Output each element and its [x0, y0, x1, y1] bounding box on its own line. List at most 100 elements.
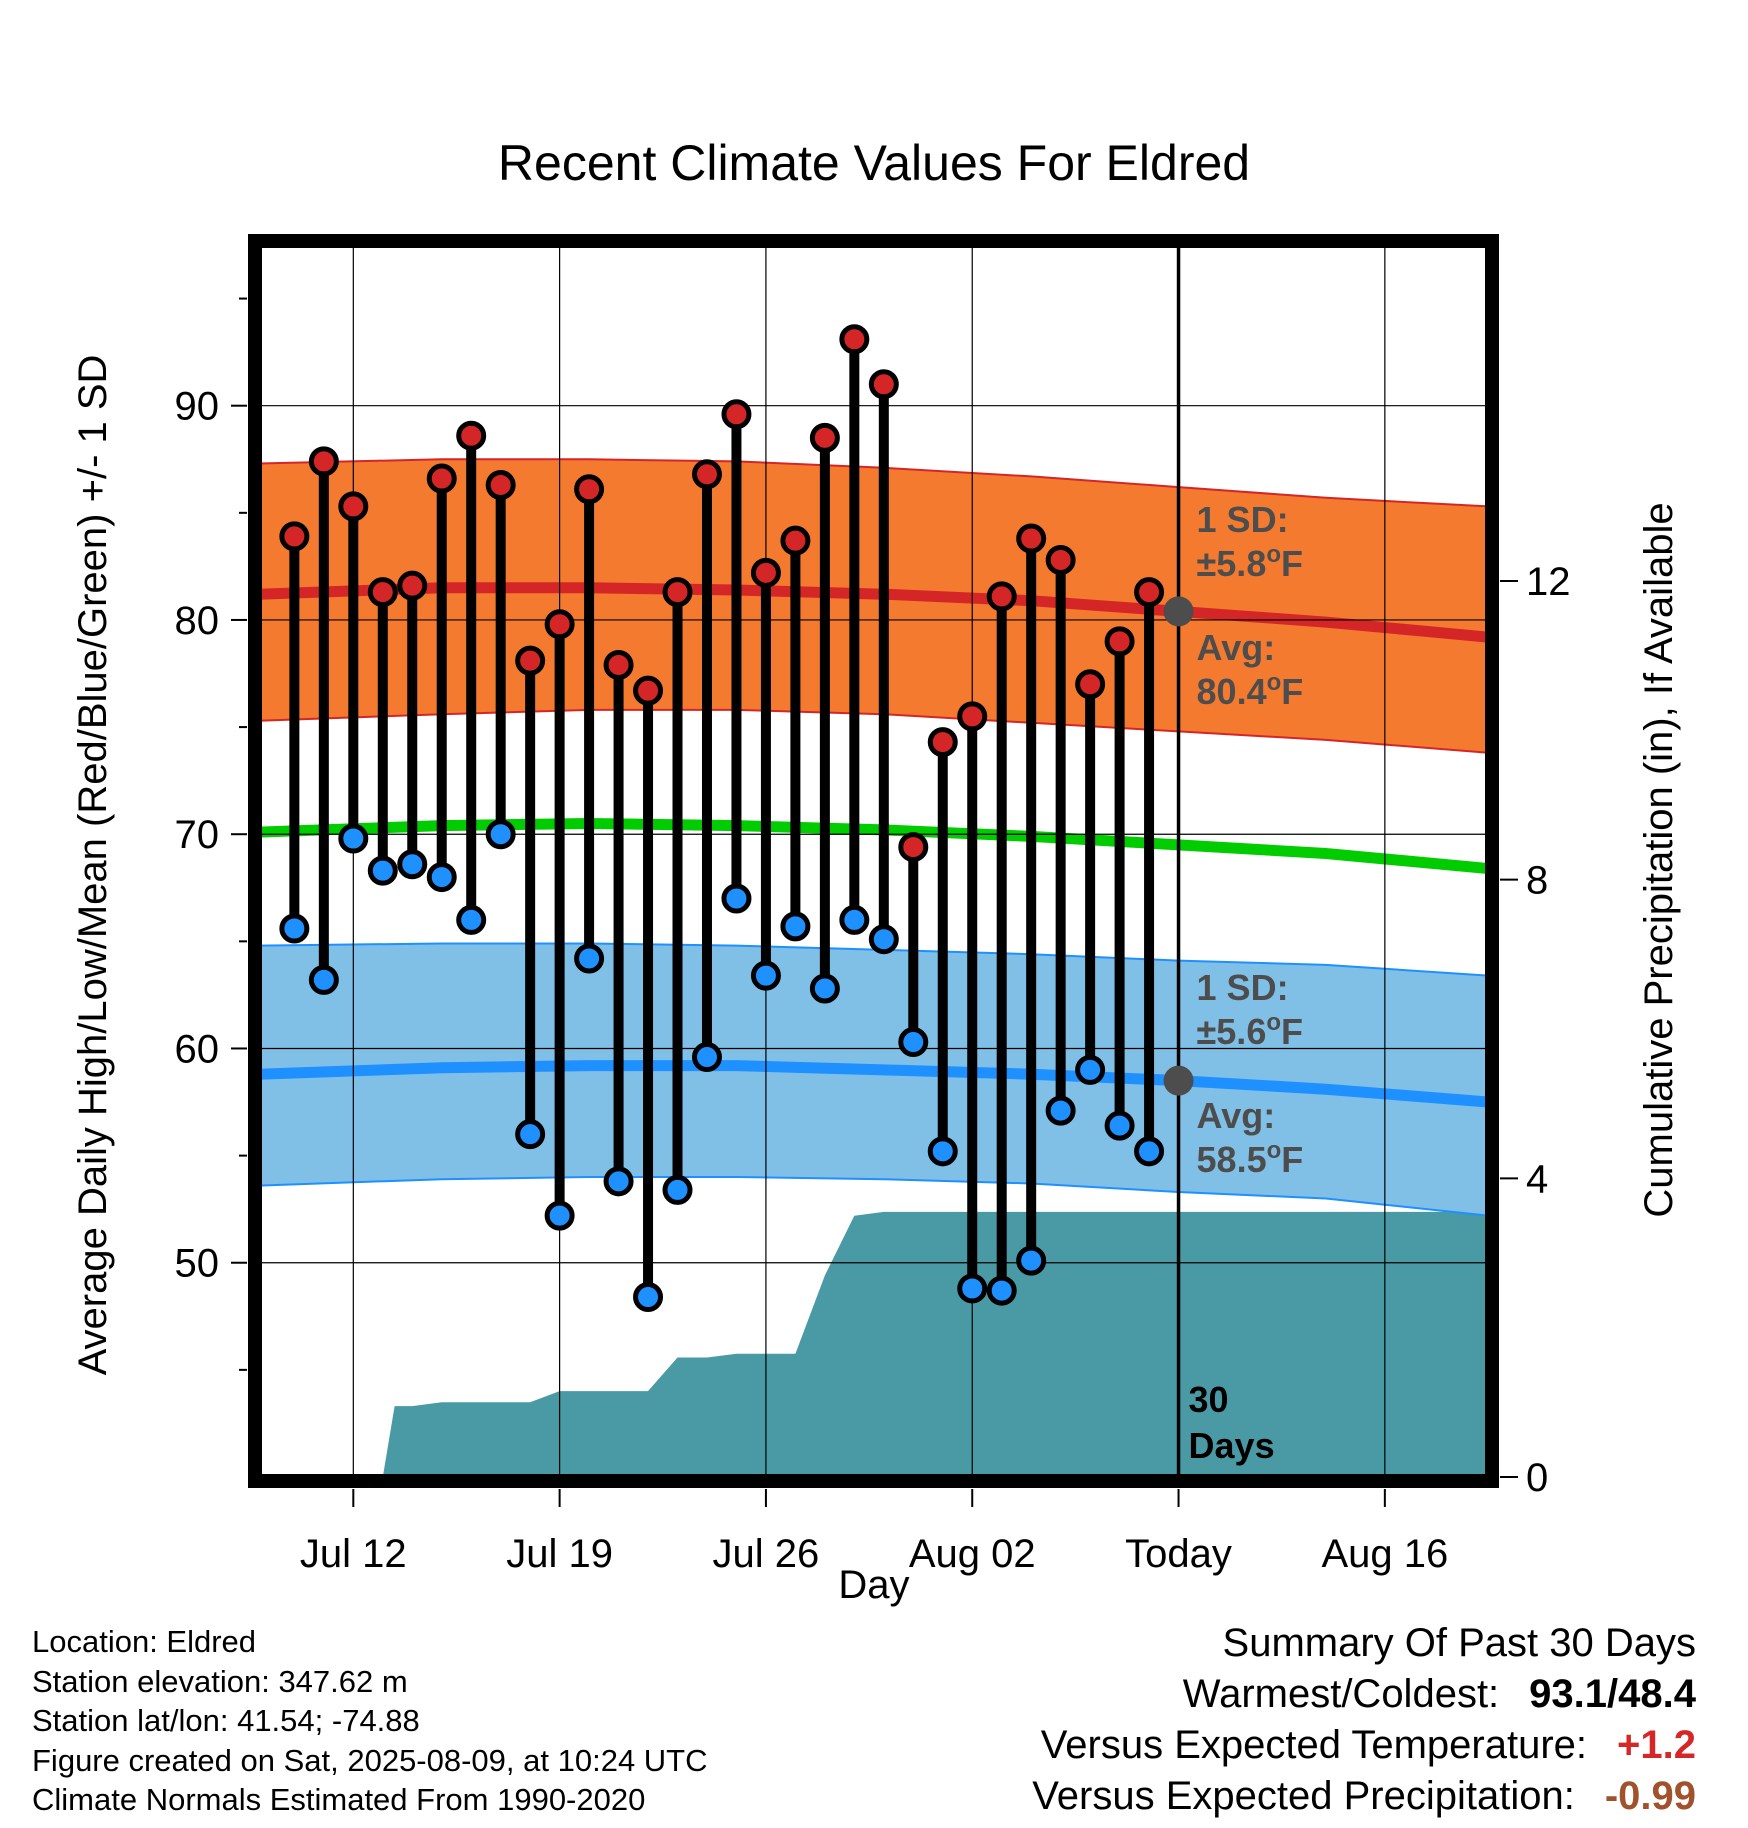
normal-low-band: [259, 942, 1488, 1217]
daily-low-point: [957, 1273, 988, 1304]
x-tick-label: Aug 02: [909, 1532, 1036, 1576]
y-tick-label: 80: [175, 599, 220, 643]
daily-low-point: [367, 855, 398, 886]
days-label: Days: [1189, 1425, 1275, 1466]
high-sd-value: ±5.8oF: [1197, 541, 1303, 584]
daily-high-point: [308, 446, 339, 477]
daily-high-point: [515, 645, 546, 676]
low-sd-value: ±5.6oF: [1197, 1009, 1303, 1052]
precip-value: -0.99: [1604, 1774, 1696, 1818]
summary-temp-row: Versus Expected Temperature: +1.2: [1032, 1720, 1696, 1771]
precip-area: [270, 1211, 1488, 1477]
daily-high-point: [662, 577, 693, 608]
daily-high-point: [691, 459, 722, 490]
daily-low-point: [544, 1200, 575, 1231]
daily-high-point: [927, 727, 958, 758]
created-text: Figure created on Sat, 2025-08-09, at 10…: [32, 1742, 708, 1778]
y2-tick-label: 12: [1526, 560, 1571, 604]
daily-high-point: [1134, 577, 1165, 608]
x-tick-label: Aug 16: [1321, 1532, 1448, 1576]
daily-high-point: [750, 557, 781, 588]
summary-panel: Summary Of Past 30 Days Warmest/Coldest:…: [1032, 1618, 1696, 1822]
daily-high-point: [809, 422, 840, 453]
y-axis-label: Average Daily High/Low/Mean (Red/Blue/Gr…: [71, 355, 115, 1376]
warmest-label: Warmest/Coldest:: [1182, 1672, 1500, 1716]
daily-low-point: [426, 862, 457, 893]
daily-low-point: [721, 883, 752, 914]
plot-frame: [248, 234, 1499, 1488]
daily-low-point: [456, 904, 487, 935]
y2-axis-label: Cumulative Precipitation (in), If Availa…: [1637, 502, 1681, 1217]
summary-title: Summary Of Past 30 Days: [1222, 1621, 1696, 1665]
daily-high-point: [603, 649, 634, 680]
days-label: 30: [1189, 1379, 1229, 1420]
daily-high-point: [1075, 669, 1106, 700]
daily-high-point: [721, 399, 752, 430]
plot-inner: [259, 245, 1488, 1477]
summary-precip-row: Versus Expected Precipitation: -0.99: [1032, 1771, 1696, 1822]
today-high-avg-marker: [1163, 596, 1194, 627]
y2-tick-label: 0: [1526, 1456, 1548, 1500]
daily-low-point: [898, 1027, 929, 1058]
daily-low-point: [397, 849, 428, 880]
daily-low-point: [691, 1042, 722, 1073]
chart-title: Recent Climate Values For Eldred: [498, 135, 1250, 191]
y2-tick-label: 8: [1526, 859, 1548, 903]
x-tick-label: Jul 12: [300, 1532, 407, 1576]
elevation-text: Station elevation: 347.62 m: [32, 1663, 408, 1699]
x-tick-label: Jul 26: [713, 1532, 820, 1576]
daily-low-point: [308, 964, 339, 995]
daily-high-point: [397, 570, 428, 601]
daily-high-point: [426, 463, 457, 494]
daily-low-point: [1075, 1054, 1106, 1085]
daily-low-point: [1104, 1110, 1135, 1141]
daily-high-point: [574, 474, 605, 505]
temp-label: Versus Expected Temperature:: [1040, 1723, 1588, 1767]
x-axis-label: Day: [838, 1563, 909, 1607]
daily-high-point: [485, 469, 516, 500]
normals-text: Climate Normals Estimated From 1990-2020: [32, 1782, 646, 1817]
daily-low-point: [338, 823, 369, 854]
daily-low-point: [662, 1174, 693, 1205]
climate-chart: Recent Climate Values For Eldred 1 SD:±5…: [71, 135, 1681, 1607]
high-sd-label: 1 SD:: [1197, 499, 1289, 540]
low-sd-label: 1 SD:: [1197, 967, 1289, 1008]
daily-low-point: [515, 1119, 546, 1150]
low-avg-label: Avg:: [1197, 1095, 1276, 1136]
latlon-text: Station lat/lon: 41.54; -74.88: [32, 1703, 420, 1738]
y2-tick-label: 4: [1526, 1157, 1548, 1201]
daily-high-point: [839, 324, 870, 355]
daily-low-point: [868, 924, 899, 955]
daily-low-point: [839, 904, 870, 935]
daily-high-point: [957, 701, 988, 732]
daily-high-point: [456, 420, 487, 451]
daily-high-point: [338, 491, 369, 522]
y-tick-label: 70: [175, 813, 220, 857]
y-tick-label: 60: [175, 1027, 220, 1071]
daily-high-point: [986, 581, 1017, 612]
daily-low-point: [633, 1282, 664, 1313]
daily-high-point: [868, 369, 899, 400]
location-text: Location: Eldred: [32, 1624, 257, 1659]
daily-high-point: [780, 525, 811, 556]
daily-high-point: [367, 577, 398, 608]
daily-high-point: [1104, 626, 1135, 657]
daily-high-point: [898, 832, 929, 863]
station-info: Location: Eldred Station elevation: 347.…: [32, 1622, 708, 1820]
temp-value: +1.2: [1617, 1723, 1696, 1767]
y-tick-label: 50: [175, 1242, 220, 1286]
daily-low-point: [986, 1275, 1017, 1306]
daily-high-point: [544, 609, 575, 640]
warmest-value: 93.1/48.4: [1529, 1672, 1696, 1716]
daily-low-point: [485, 819, 516, 850]
y-tick-label: 90: [175, 385, 220, 429]
daily-low-point: [1134, 1136, 1165, 1167]
daily-low-point: [780, 911, 811, 942]
low-avg-value: 58.5oF: [1197, 1137, 1304, 1180]
high-avg-value: 80.4oF: [1197, 669, 1304, 712]
today-low-avg-marker: [1163, 1065, 1194, 1096]
daily-high-point: [633, 675, 664, 706]
daily-low-point: [1016, 1245, 1047, 1276]
normal-low-line: [259, 1060, 1488, 1108]
